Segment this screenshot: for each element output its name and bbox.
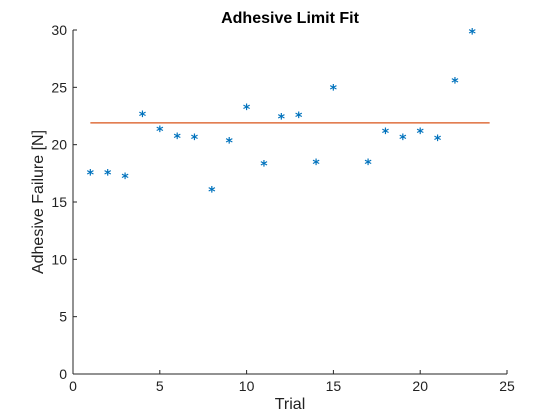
x-tick-label: 5 xyxy=(156,378,164,394)
y-tick-label: 0 xyxy=(59,366,67,382)
data-point: * xyxy=(190,132,198,148)
y-tick-label: 30 xyxy=(51,22,67,38)
data-point: * xyxy=(138,109,146,125)
data-point: * xyxy=(312,157,320,173)
data-point: * xyxy=(294,110,302,126)
data-point: * xyxy=(433,133,441,149)
plot-area: 0 5 10 15 20 25 0 5 10 15 20 25 30 * * * * * * * * * * * * * * * * * *… xyxy=(51,22,515,394)
chart-title: Adhesive Limit Fit xyxy=(221,10,359,27)
data-point: * xyxy=(329,83,337,99)
data-point: * xyxy=(225,135,233,151)
y-tick-label: 10 xyxy=(51,251,67,267)
data-point: * xyxy=(277,111,285,127)
x-tick-label: 25 xyxy=(499,378,515,394)
y-tick-label: 5 xyxy=(59,309,67,325)
x-tick-label: 10 xyxy=(239,378,255,394)
data-point: * xyxy=(416,126,424,142)
data-point: * xyxy=(208,185,216,201)
data-point: * xyxy=(121,171,129,187)
y-tick-label: 25 xyxy=(51,79,67,95)
x-tick-label: 20 xyxy=(412,378,428,394)
data-point: * xyxy=(86,167,94,183)
data-point: * xyxy=(381,126,389,142)
x-tick-label: 0 xyxy=(69,378,77,394)
data-point: * xyxy=(364,157,372,173)
data-point: * xyxy=(242,102,250,118)
data-point: * xyxy=(156,124,164,140)
x-axis-label: Trial xyxy=(275,396,306,413)
data-point: * xyxy=(104,167,112,183)
y-tick-label: 20 xyxy=(51,137,67,153)
data-point: * xyxy=(468,26,476,42)
data-point: * xyxy=(399,132,407,148)
y-axis-label: Adhesive Failure [N] xyxy=(30,130,47,274)
data-point: * xyxy=(173,131,181,147)
data-point: * xyxy=(260,158,268,174)
x-tick-label: 15 xyxy=(326,378,342,394)
y-tick-label: 15 xyxy=(51,194,67,210)
data-point: * xyxy=(451,76,459,92)
